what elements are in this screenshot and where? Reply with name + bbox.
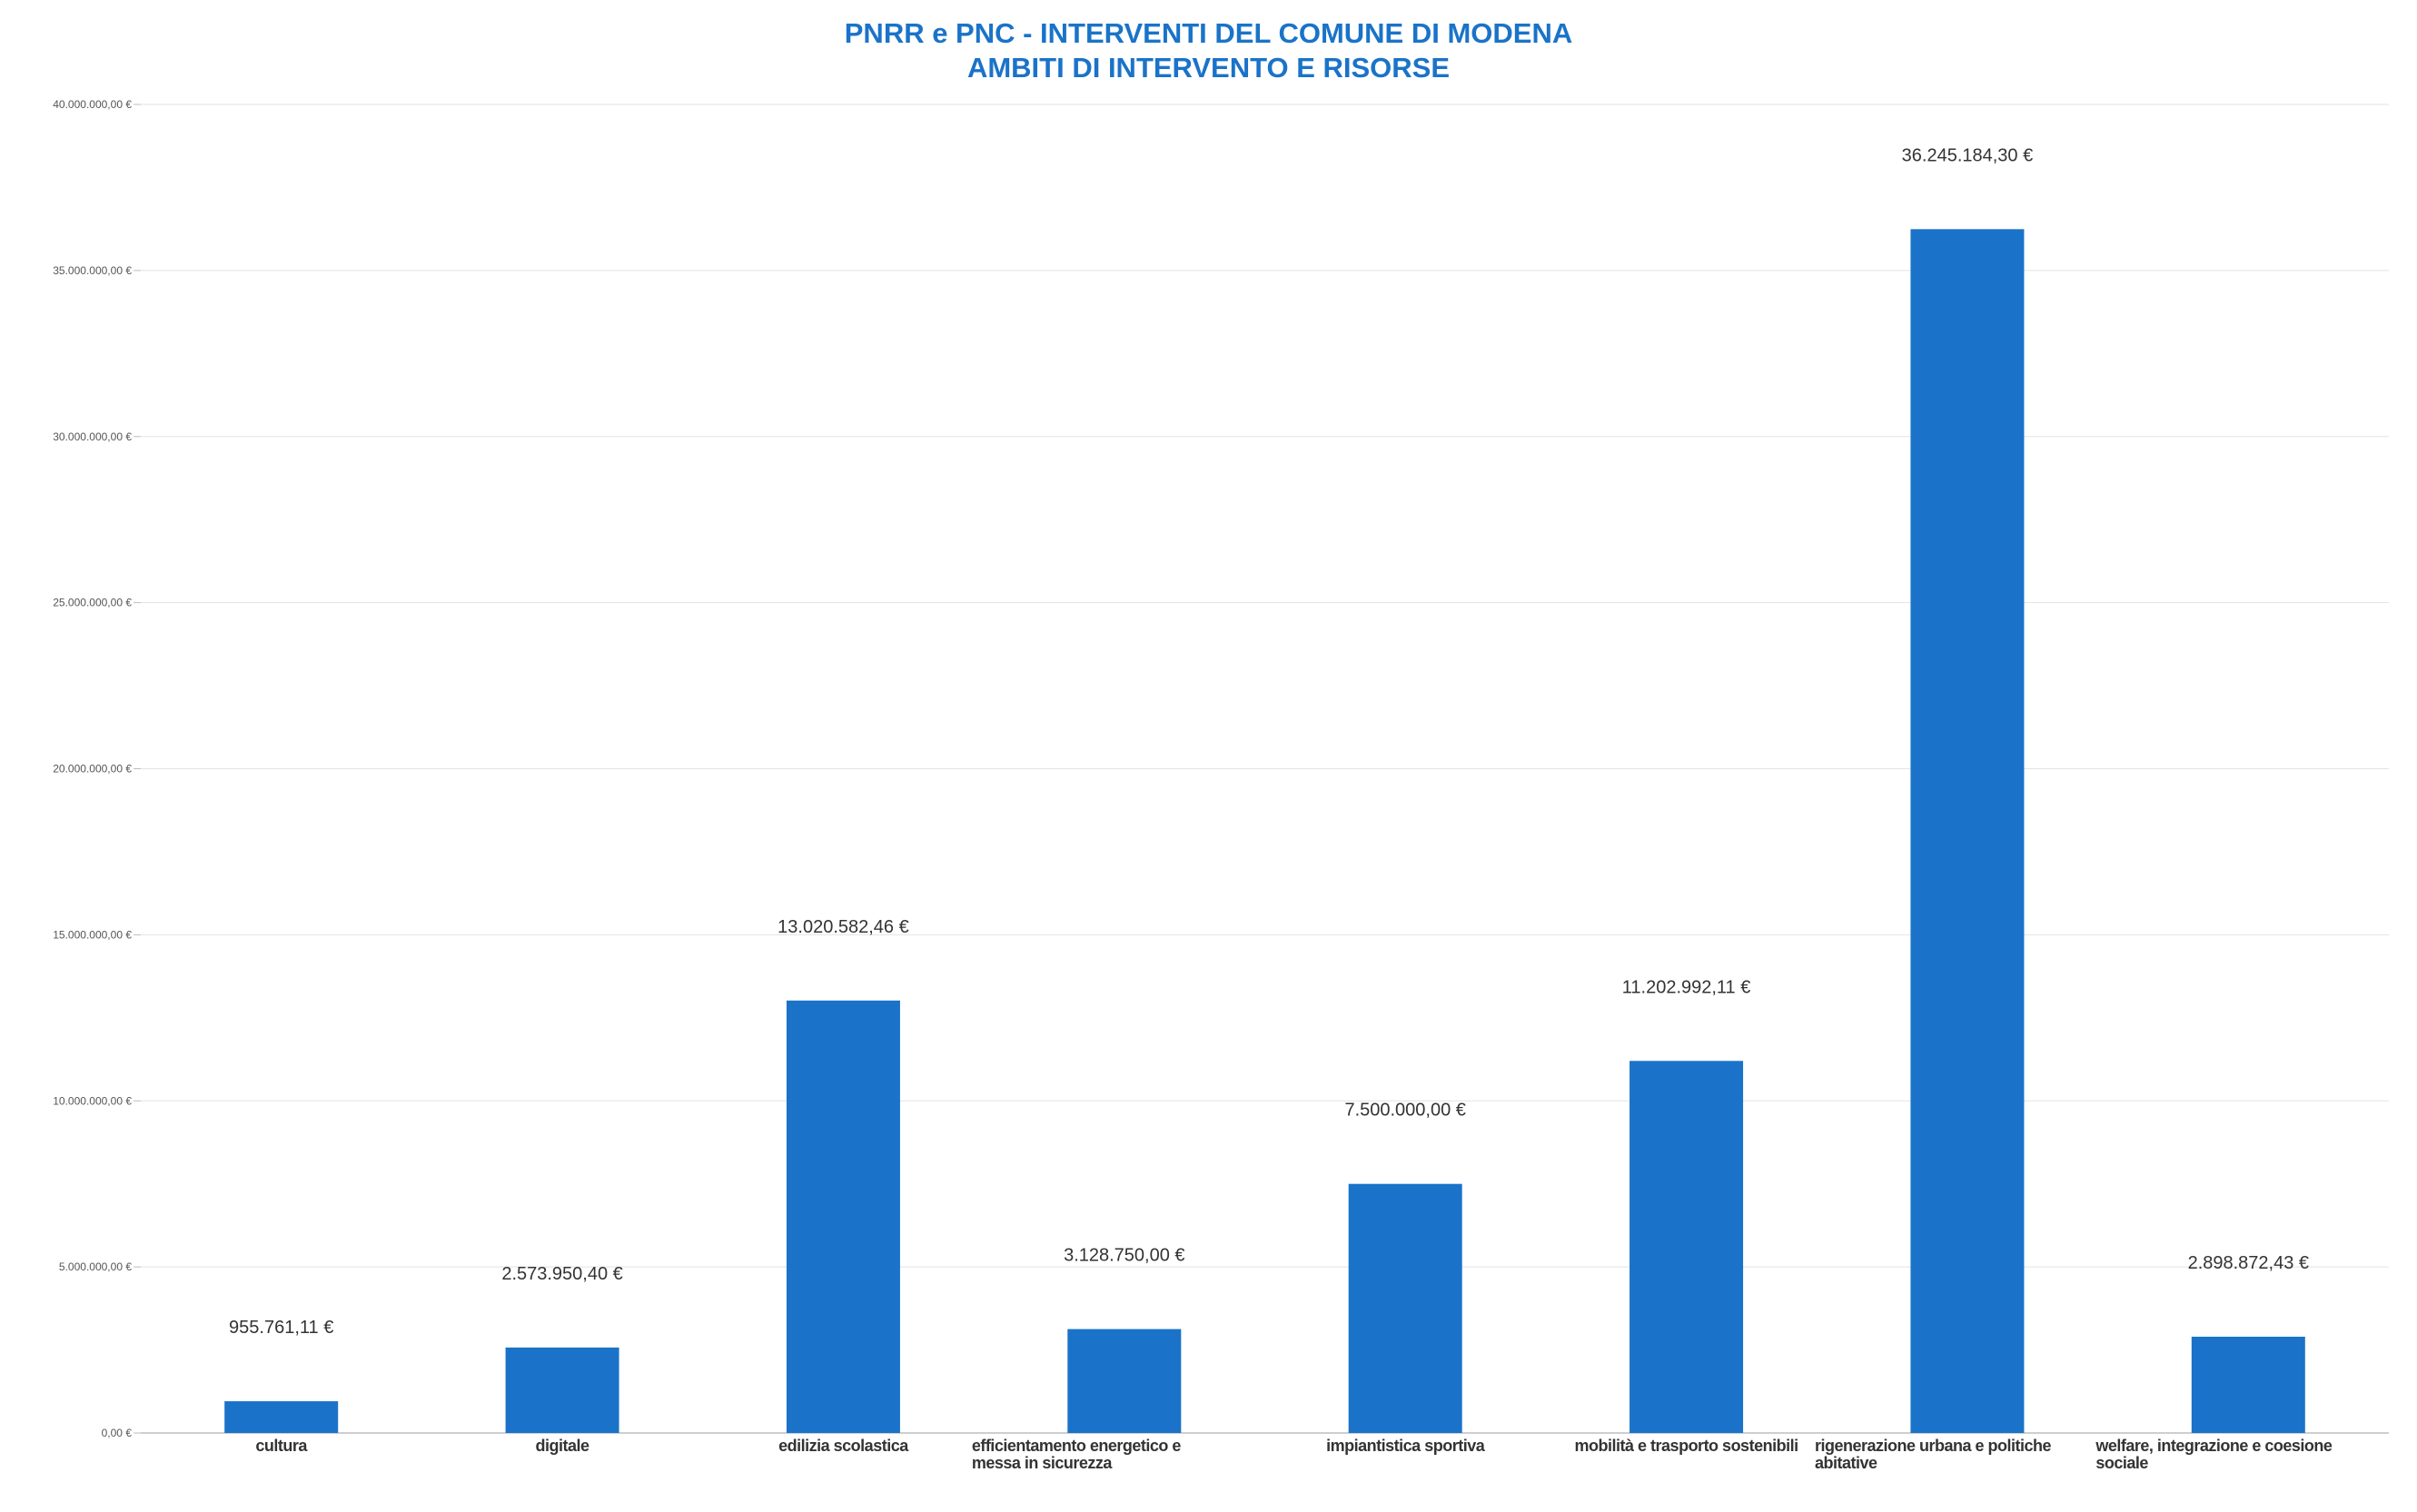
y-tick-label: 40.000.000,00 € — [53, 98, 132, 111]
category-label: efficientamento energetico e — [972, 1437, 1182, 1455]
data-label: 3.128.750,00 € — [1064, 1246, 1184, 1266]
category-label: messa in sicurezza — [972, 1454, 1114, 1472]
data-label: 13.020.582,46 € — [778, 917, 909, 937]
data-label: 2.573.950,40 € — [501, 1264, 622, 1284]
y-tick-label: 15.000.000,00 € — [53, 928, 132, 941]
y-tick-label: 30.000.000,00 € — [53, 430, 132, 443]
y-tick-label: 35.000.000,00 € — [53, 264, 132, 277]
category-label: digitale — [536, 1437, 589, 1455]
data-label: 11.202.992,11 € — [1622, 977, 1751, 997]
category-label: sociale — [2095, 1454, 2148, 1472]
data-labels: 955.761,11 € 2.573.950,40 € 13.020.582,46 … — [229, 145, 2309, 1338]
bar — [505, 1347, 619, 1433]
y-axis-tick-labels: 0,00 € 5.000.000,00 € 10.000.000,00 € 15.00… — [53, 98, 132, 1439]
category-label: mobilità e trasporto sostenibili — [1575, 1437, 1798, 1455]
category-label: impiantistica sportiva — [1326, 1437, 1486, 1455]
category-label: edilizia scolastica — [778, 1437, 909, 1455]
chart-title-line-1: PNRR e PNC - INTERVENTI DEL COMUNE DI MO… — [844, 17, 1573, 49]
category-label: welfare, integrazione e coesione — [2095, 1437, 2333, 1455]
data-label: 955.761,11 € — [229, 1318, 333, 1338]
category-label: cultura — [255, 1437, 308, 1455]
data-label: 7.500.000,00 € — [1344, 1101, 1465, 1121]
chart-title: PNRR e PNC - INTERVENTI DEL COMUNE DI MO… — [0, 16, 2417, 85]
bars — [224, 229, 2305, 1433]
y-tick-label: 0,00 € — [102, 1427, 133, 1439]
y-tick-label: 25.000.000,00 € — [53, 597, 132, 609]
bar — [1910, 229, 2025, 1433]
bar — [1348, 1183, 1462, 1433]
chart-title-line-2: AMBITI DI INTERVENTO E RISORSE — [966, 52, 1451, 84]
y-tick-label: 20.000.000,00 € — [53, 763, 132, 776]
data-label: 2.898.872,43 € — [2188, 1253, 2309, 1273]
bar — [786, 1000, 900, 1433]
y-tick-label: 5.000.000,00 € — [59, 1260, 132, 1273]
grid-lines — [134, 104, 2389, 1434]
category-label: abitative — [1815, 1454, 1877, 1472]
x-axis-category-labels: cultura digitale edilizia scolastica effici… — [255, 1437, 2333, 1472]
y-tick-label: 10.000.000,00 € — [53, 1094, 132, 1107]
bar — [224, 1401, 339, 1433]
bar — [2191, 1336, 2305, 1433]
bar — [1067, 1329, 1182, 1433]
bar — [1629, 1061, 1744, 1433]
data-label: 36.245.184,30 € — [1902, 145, 2034, 165]
category-label: rigenerazione urbana e politiche — [1815, 1437, 2052, 1455]
